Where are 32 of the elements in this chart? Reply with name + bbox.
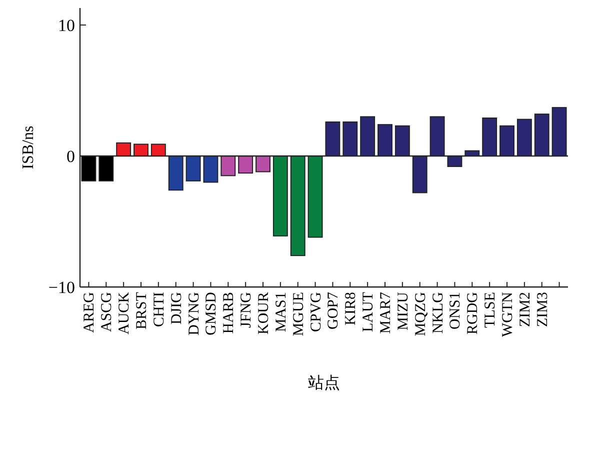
x-tick-label: ZIM2 bbox=[517, 292, 534, 327]
x-tick-label: BRST bbox=[134, 292, 150, 330]
x-tick-label: HARB bbox=[221, 292, 238, 334]
x-tick-label: MIZU bbox=[395, 292, 412, 330]
x-tick-label: MQZG bbox=[412, 292, 429, 336]
x-tick-label: WGTN bbox=[500, 292, 516, 337]
x-tick-label: JFNG bbox=[238, 292, 255, 328]
x-tick-label: CHTI bbox=[151, 292, 168, 327]
y-tick-label: 10 bbox=[58, 16, 75, 36]
x-tick-label: DYNG bbox=[186, 292, 202, 336]
x-tick-label: CPVG bbox=[308, 292, 324, 332]
x-tick-label: GOP7 bbox=[326, 292, 342, 330]
x-tick-label: KIR8 bbox=[343, 292, 360, 326]
x-tick-label: KOUR bbox=[256, 292, 272, 335]
x-tick-label: AUCK bbox=[116, 292, 133, 335]
x-tick-label: MAR7 bbox=[378, 292, 394, 334]
x-tick-label: RGDG bbox=[465, 292, 482, 335]
x-tick-label: NKLG bbox=[430, 292, 446, 334]
x-tick-label: AREG bbox=[82, 292, 98, 333]
x-tick-label: MAS1 bbox=[273, 292, 290, 332]
x-tick-label: MGUE bbox=[290, 292, 307, 336]
y-tick-label: 0 bbox=[66, 147, 75, 166]
y-axis-title: ISB/ns bbox=[20, 126, 37, 170]
x-tick-label: DJIG bbox=[168, 292, 185, 324]
x-tick-label: TLSE bbox=[482, 292, 499, 328]
y-tick-label: −10 bbox=[48, 278, 75, 297]
x-axis-title: 站点 bbox=[308, 374, 340, 392]
x-tick-label: LAUT bbox=[360, 292, 377, 332]
x-tick-label: ONS1 bbox=[448, 292, 464, 330]
x-tick-label: ZIM3 bbox=[534, 292, 551, 327]
x-tick-label: ASCG bbox=[99, 292, 116, 332]
x-tick-label: GMSD bbox=[204, 292, 220, 336]
